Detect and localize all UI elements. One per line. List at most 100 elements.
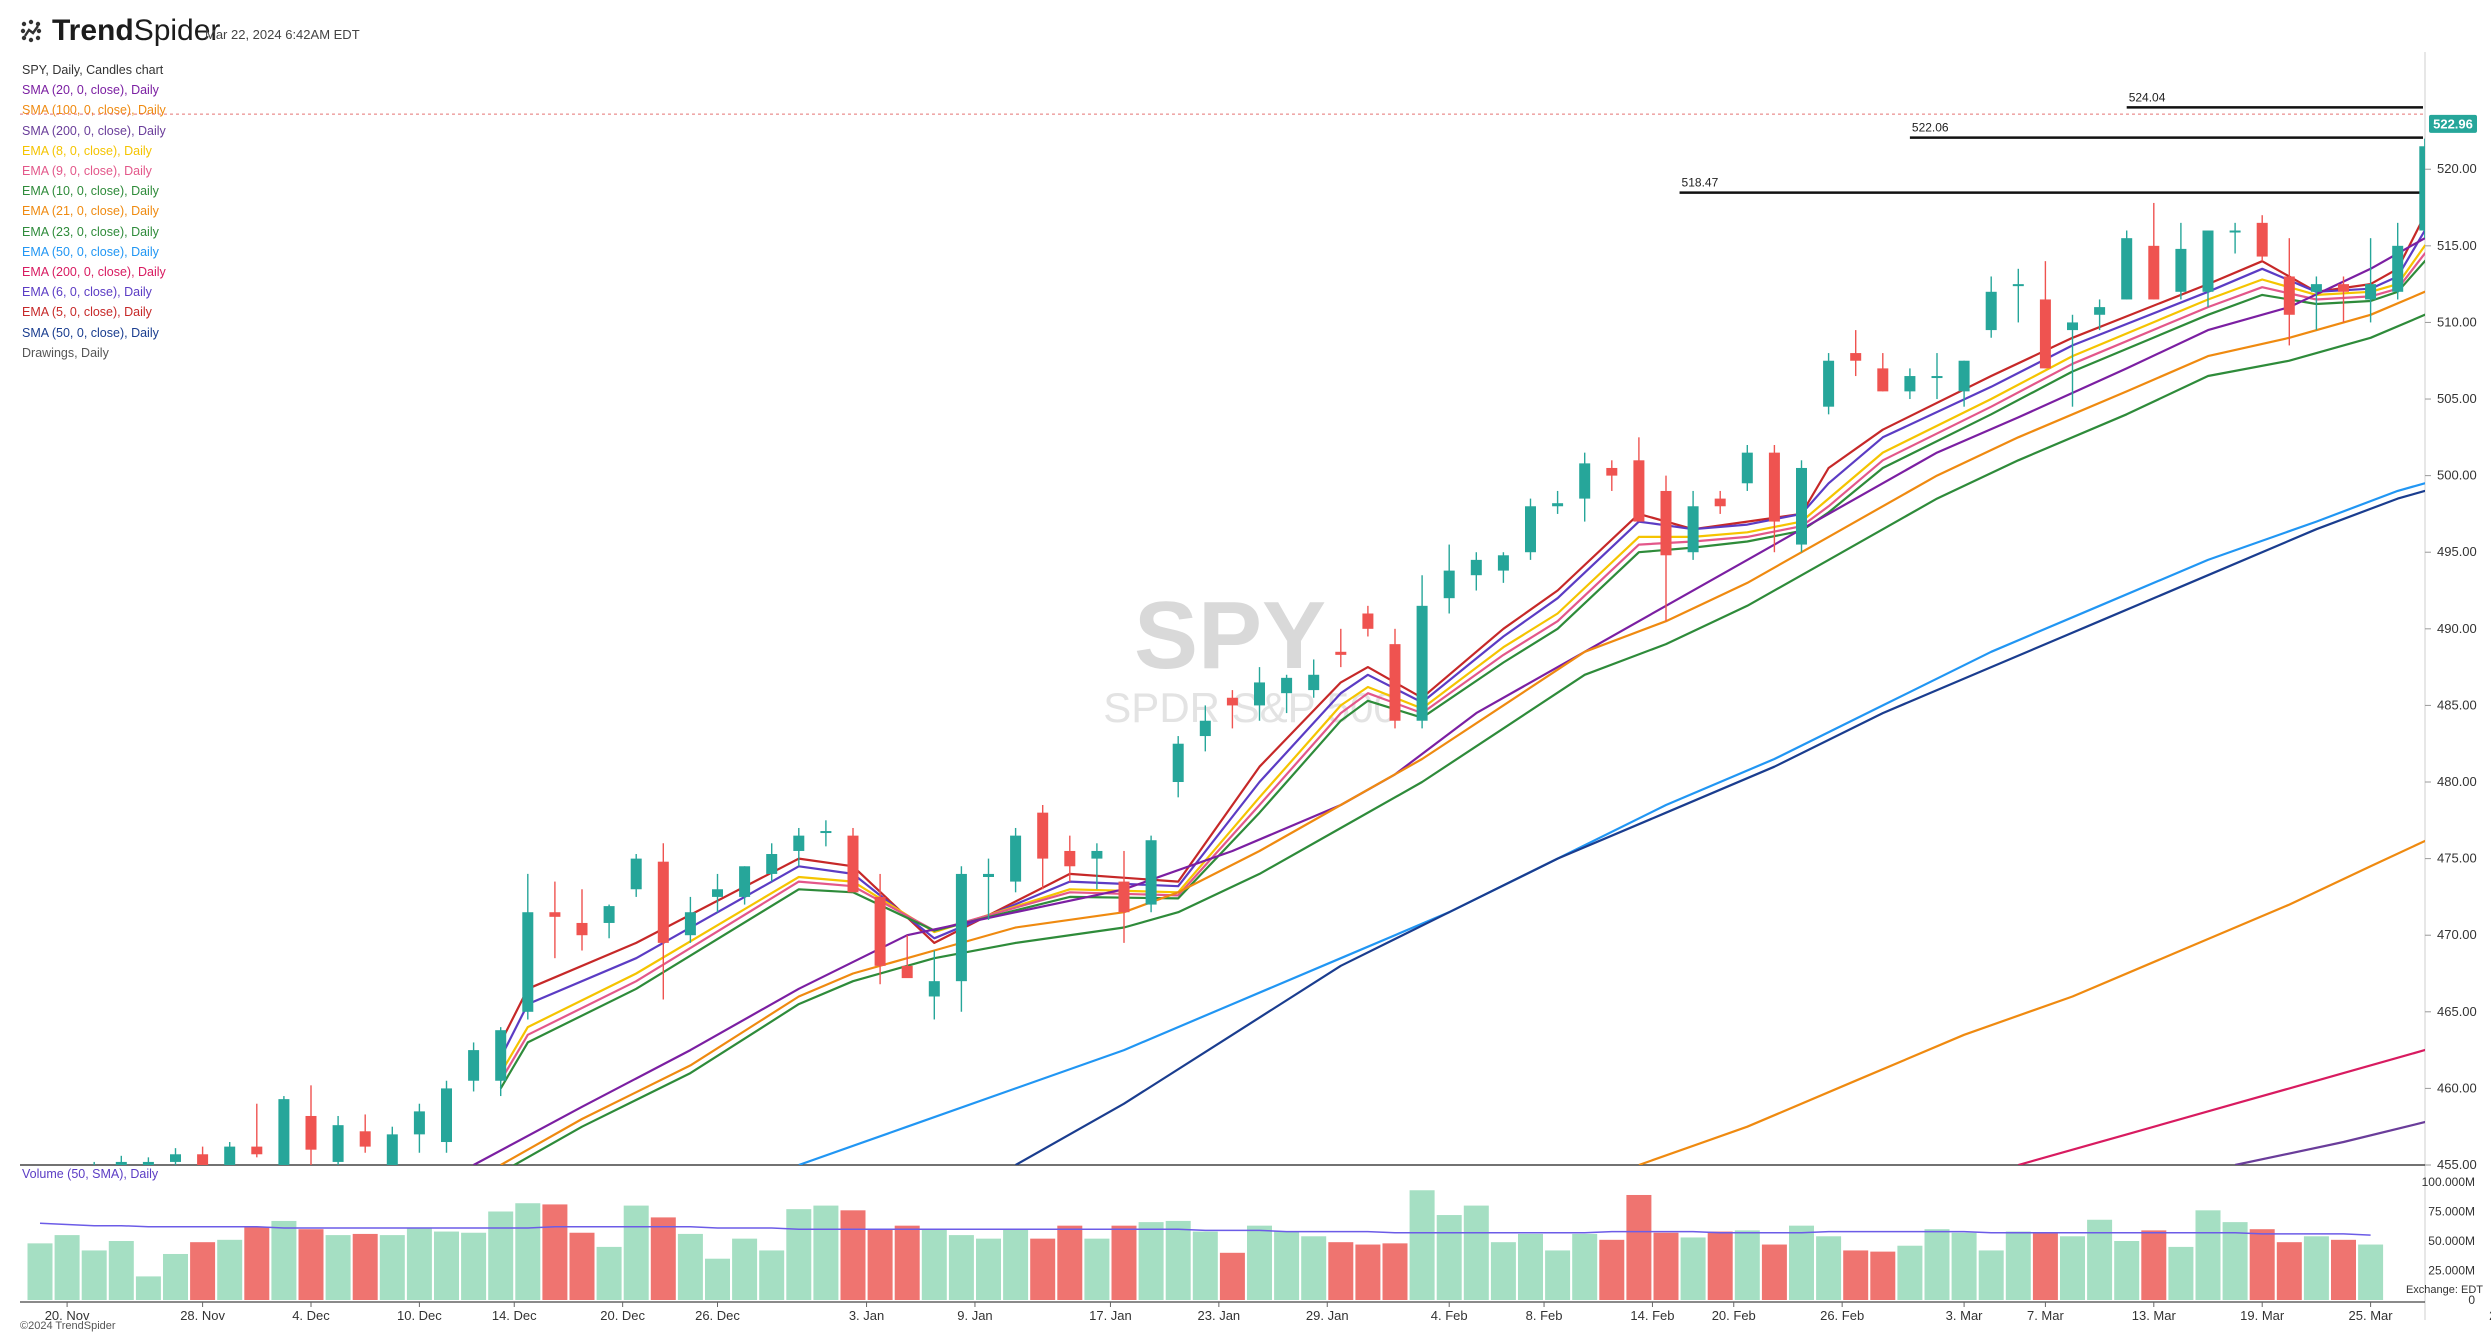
candle[interactable] (35, 1188, 46, 1214)
candle[interactable] (1199, 705, 1211, 752)
candle[interactable] (1904, 368, 1916, 400)
legend-item[interactable]: EMA (23, 0, close), Daily (22, 224, 159, 239)
candle[interactable] (2148, 202, 2160, 300)
candle[interactable] (468, 1042, 480, 1092)
candle[interactable] (928, 950, 940, 1020)
volume-bar[interactable] (1518, 1233, 1543, 1300)
volume-bar[interactable] (948, 1235, 974, 1300)
volume-bar[interactable] (54, 1235, 80, 1300)
volume-bar[interactable] (2303, 1236, 2329, 1300)
legend-item[interactable]: EMA (21, 0, close), Daily (22, 204, 159, 219)
legend-item[interactable]: SMA (50, 0, close), Daily (22, 325, 159, 340)
volume-bar[interactable] (2358, 1244, 2384, 1300)
candle[interactable] (1714, 490, 1726, 514)
legend-item[interactable]: EMA (9, 0, close), Daily (22, 164, 152, 179)
volume-bar[interactable] (1301, 1236, 1327, 1300)
volume-bar[interactable] (1219, 1252, 1245, 1300)
volume-bar[interactable] (1816, 1236, 1842, 1300)
candle[interactable] (2067, 314, 2078, 407)
candle[interactable] (197, 1146, 209, 1173)
volume-bar[interactable] (81, 1250, 107, 1300)
candle[interactable] (1254, 667, 1265, 721)
volume-bar[interactable] (813, 1205, 839, 1300)
candle[interactable] (847, 827, 859, 893)
candle[interactable] (1091, 843, 1103, 890)
volume-bar[interactable] (2114, 1241, 2140, 1300)
volume-bar[interactable] (488, 1211, 514, 1301)
candle[interactable] (2121, 230, 2133, 300)
volume-bar[interactable] (1192, 1231, 1218, 1300)
volume-bar[interactable] (27, 1243, 53, 1300)
volume-bar[interactable] (2222, 1222, 2248, 1300)
volume-bar[interactable] (786, 1209, 812, 1300)
candle[interactable] (1606, 460, 1618, 491)
candle[interactable] (793, 827, 805, 867)
candle[interactable] (1687, 490, 1699, 560)
candle[interactable] (657, 843, 669, 1000)
candle[interactable] (386, 1126, 398, 1181)
volume-bar[interactable] (1924, 1229, 1950, 1300)
chart-title[interactable]: SPY, Daily, Candles chart (22, 63, 164, 77)
candle[interactable] (2338, 276, 2349, 323)
volume-bar[interactable] (2087, 1219, 2113, 1300)
candle[interactable] (1985, 276, 1997, 338)
volume-bar[interactable] (1409, 1190, 1435, 1300)
candle[interactable] (1525, 498, 1536, 560)
volume-bar[interactable] (1626, 1194, 1652, 1300)
volume-bar[interactable] (1382, 1243, 1408, 1300)
ma-line[interactable] (473, 215, 2479, 1165)
volume-bar[interactable] (1545, 1250, 1571, 1300)
volume-bar[interactable] (434, 1231, 459, 1300)
volume-bar[interactable] (1436, 1215, 1462, 1300)
candle[interactable] (874, 873, 886, 985)
volume-bar[interactable] (1707, 1231, 1733, 1300)
candle[interactable] (495, 1027, 507, 1097)
candle[interactable] (2039, 261, 2051, 369)
candle[interactable] (1335, 628, 1347, 668)
volume-bar[interactable] (840, 1210, 866, 1300)
candle[interactable] (278, 1096, 290, 1203)
candle[interactable] (1416, 575, 1428, 729)
candle[interactable] (2310, 276, 2322, 331)
volume-bar[interactable] (1355, 1244, 1381, 1300)
volume-bar[interactable] (190, 1242, 216, 1300)
legend-item[interactable]: Drawings, Daily (22, 345, 109, 360)
volume-bar[interactable] (352, 1233, 378, 1300)
volume-bar[interactable] (515, 1203, 541, 1300)
volume-bar[interactable] (894, 1225, 920, 1300)
volume-bar[interactable] (1653, 1232, 1679, 1300)
volume-bar[interactable] (976, 1238, 1001, 1300)
candle[interactable] (2283, 238, 2295, 346)
ma-line[interactable] (499, 185, 2479, 1059)
candle[interactable] (1497, 552, 1509, 583)
candle[interactable] (1118, 850, 1130, 943)
candle[interactable] (1362, 605, 1374, 637)
candle[interactable] (766, 843, 778, 882)
legend-item[interactable]: EMA (50, 0, close), Daily (22, 244, 159, 259)
candle[interactable] (2175, 222, 2187, 300)
volume-bar[interactable] (2195, 1210, 2221, 1300)
volume-label[interactable]: Volume (50, SMA), Daily (22, 1167, 159, 1181)
legend-item[interactable]: SMA (20, 0, close), Daily (22, 83, 159, 98)
volume-bar[interactable] (271, 1220, 297, 1300)
volume-bar[interactable] (705, 1258, 730, 1300)
volume-bar[interactable] (1165, 1220, 1191, 1300)
volume-bar[interactable] (1084, 1238, 1110, 1300)
candle[interactable] (1010, 827, 1022, 893)
candle[interactable] (1877, 353, 1889, 392)
candle[interactable] (1389, 628, 1401, 729)
ma-line[interactable] (2018, 1038, 2479, 1165)
legend-item[interactable]: EMA (6, 0, close), Daily (22, 285, 152, 300)
candle[interactable] (1633, 437, 1645, 522)
volume-bar[interactable] (596, 1246, 622, 1300)
volume-bar[interactable] (1138, 1222, 1164, 1300)
volume-bar[interactable] (569, 1232, 595, 1300)
volume-bar[interactable] (2141, 1230, 2167, 1300)
volume-bar[interactable] (677, 1233, 703, 1300)
legend-item[interactable]: EMA (10, 0, close), Daily (22, 184, 159, 199)
volume-bar[interactable] (867, 1229, 893, 1300)
legend-item[interactable]: EMA (5, 0, close), Daily (22, 305, 152, 320)
candle[interactable] (1172, 736, 1184, 798)
candle[interactable] (955, 866, 967, 1012)
